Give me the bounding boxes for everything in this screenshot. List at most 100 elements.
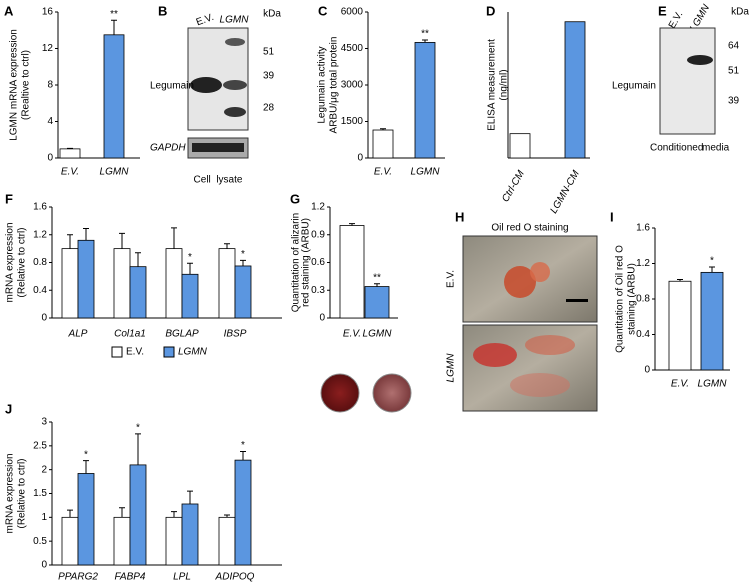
- marker-label: 39: [728, 96, 740, 107]
- bar: [113, 516, 131, 566]
- significance: **: [373, 272, 381, 283]
- panel-title: Oil red O staining: [491, 223, 568, 234]
- stain: [510, 373, 570, 397]
- stain: [504, 266, 536, 298]
- y-tick-label: 0.9: [311, 229, 325, 240]
- x-tick-label: E.V.: [374, 167, 392, 178]
- error-bar: [187, 262, 193, 275]
- bar: [77, 239, 95, 319]
- legend-swatch: [163, 346, 175, 358]
- marker-label: 51: [263, 47, 275, 58]
- y-axis-label: Legumain activity: [317, 46, 328, 123]
- error-bar: [119, 507, 125, 518]
- significance: **: [110, 9, 118, 20]
- error-bar: [67, 509, 73, 518]
- lane-label: E.V.: [195, 12, 216, 28]
- y-tick-label: 0.8: [33, 257, 47, 268]
- bar: [509, 133, 531, 159]
- dish-image: [320, 373, 360, 413]
- bar: [103, 34, 125, 159]
- marker-label: 39: [263, 71, 275, 82]
- bar: [181, 273, 199, 319]
- y-axis-label: ELISA measurement: [487, 39, 498, 131]
- panel-letter: D: [486, 3, 495, 18]
- error-bar: [187, 490, 193, 504]
- significance: **: [421, 29, 429, 40]
- band-label: Legumain: [612, 81, 656, 92]
- bar: [77, 473, 95, 566]
- error-bar: [240, 451, 246, 461]
- y-tick-label: 1500: [341, 116, 364, 127]
- error-bar: [135, 252, 141, 267]
- y-tick-label: 2.5: [33, 440, 47, 451]
- y-tick-label: 16: [42, 7, 54, 18]
- y-axis-label: staining (ARBU): [627, 263, 638, 335]
- y-tick-label: 1: [41, 512, 47, 523]
- band: [224, 107, 246, 117]
- error-bar: [224, 514, 230, 518]
- bar: [129, 464, 147, 566]
- scale-bar: [566, 299, 588, 302]
- band: [225, 38, 245, 46]
- dish-image: [372, 373, 412, 413]
- y-tick-label: 1.6: [33, 202, 47, 213]
- bar: [61, 248, 79, 319]
- y-tick-label: 0.3: [311, 285, 325, 296]
- y-axis-label: (Relative to ctrl): [17, 458, 28, 528]
- y-axis-label: Quantitation of Oil red O: [615, 245, 626, 353]
- y-axis-label: ARBU/μg total protein: [329, 37, 340, 134]
- bar: [218, 248, 236, 319]
- band-label: Legumain: [150, 81, 194, 92]
- micrograph: [462, 324, 598, 412]
- y-tick-label: 0.6: [311, 257, 325, 268]
- x-tick-label: FABP4: [115, 572, 146, 583]
- y-axis-label: Quantitation of alizarin: [291, 213, 302, 313]
- marker-label: 51: [728, 66, 740, 77]
- error-bar: [677, 278, 683, 282]
- panel-letter: G: [290, 191, 300, 206]
- x-tick-label: LGMN-CM: [548, 168, 582, 215]
- y-tick-label: 1.2: [311, 202, 325, 213]
- caption: Conditioned: [650, 143, 703, 154]
- legend-swatch: [111, 346, 123, 358]
- x-tick-label: ADIPOQ: [215, 572, 255, 583]
- caption: media: [702, 143, 730, 154]
- error-bar: [380, 128, 386, 131]
- y-tick-label: 0: [41, 313, 47, 324]
- y-axis-label: (Realtive to ctrl): [21, 50, 32, 120]
- band-label: GAPDH: [150, 143, 186, 154]
- y-axis-label: mRNA expression: [5, 453, 16, 533]
- y-axis-label: mRNA expression: [5, 222, 16, 302]
- error-bar: [349, 223, 355, 226]
- unit-label: kDa: [263, 9, 281, 20]
- panel-h: H Oil red O staining E.V. LGMN: [446, 209, 598, 412]
- y-axis-label: (Relative to ctrl): [17, 227, 28, 297]
- bar: [234, 459, 252, 566]
- bar: [700, 271, 724, 371]
- bar: [234, 265, 252, 319]
- legend-label: LGMN: [178, 347, 208, 358]
- y-tick-label: 1.2: [636, 258, 650, 269]
- y-tick-label: 0: [319, 313, 325, 324]
- x-tick-label: E.V.: [61, 167, 79, 178]
- x-tick-label: LPL: [173, 572, 191, 583]
- x-tick-label: E.V.: [671, 379, 689, 390]
- x-tick-label: LGMN: [100, 167, 130, 178]
- error-bar: [83, 228, 89, 241]
- stain: [525, 335, 575, 355]
- y-tick-label: 0: [357, 153, 363, 164]
- legend-label: E.V.: [126, 347, 144, 358]
- y-tick-label: 0: [47, 153, 53, 164]
- panel-e: E E.V. LGMN kDa 64 51 39 Legumain Condit…: [612, 2, 749, 153]
- panel-letter: H: [455, 209, 464, 224]
- bar: [364, 286, 390, 319]
- panel-letter: J: [5, 401, 12, 416]
- x-tick-label: ALP: [68, 329, 88, 340]
- y-tick-label: 3000: [341, 80, 364, 91]
- band: [687, 55, 713, 65]
- x-tick-label: LGMN: [411, 167, 441, 178]
- bar: [372, 129, 394, 159]
- bar: [564, 21, 586, 159]
- y-tick-label: 12: [42, 43, 54, 54]
- panel-letter: C: [318, 3, 328, 18]
